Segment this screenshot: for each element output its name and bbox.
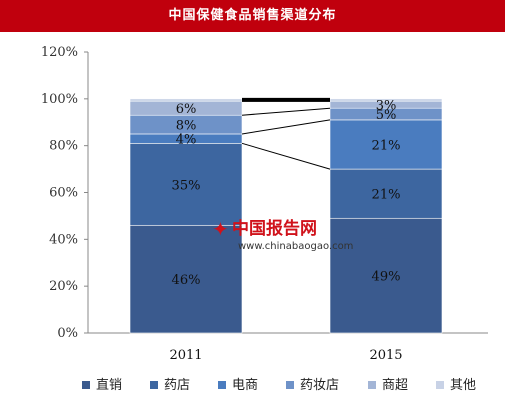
data-label: 35% [172, 178, 201, 193]
watermark-icon: ✦ [212, 217, 229, 241]
watermark-brand: 中国报告网 [232, 218, 317, 239]
x-tick-label: 2015 [369, 348, 402, 363]
bar-segment-2015-电商 [329, 119, 443, 170]
data-label: 6% [176, 102, 197, 117]
legend-label: 直销 [96, 378, 122, 393]
data-label: 3% [376, 99, 397, 114]
bar-segment-2011-直销 [129, 224, 243, 334]
data-label: 5% [376, 108, 397, 123]
legend-swatch-电商 [218, 381, 226, 389]
bar-segment-2011-其他 [129, 98, 243, 102]
legend-swatch-其他 [436, 381, 444, 389]
legend-swatch-药妆店 [286, 381, 294, 389]
legend-swatch-直销 [82, 381, 90, 389]
watermark-url: www.chinabaogao.com [238, 241, 353, 252]
series-connector-line [241, 142, 331, 170]
bar-segment-2015-直销 [329, 217, 443, 334]
legend-label: 药妆店 [300, 378, 339, 393]
y-tick-label: 40% [49, 232, 78, 247]
legend-label: 药店 [164, 378, 190, 393]
data-label: 49% [372, 270, 401, 285]
y-tick-label: 120% [41, 45, 78, 60]
legend-label: 电商 [232, 378, 258, 393]
legend-swatch-商超 [368, 381, 376, 389]
y-tick-label: 20% [49, 279, 78, 294]
legend-label: 商超 [382, 378, 408, 393]
data-label: 8% [176, 119, 197, 134]
legend-swatch-药店 [150, 381, 158, 389]
series-connector-line [241, 107, 331, 116]
legend-label: 其他 [450, 378, 476, 393]
y-tick-label: 80% [49, 139, 78, 154]
watermark: ✦ 中国报告网 www.chinabaogao.com [212, 217, 353, 252]
chart-title: 中国保健食品销售渠道分布 [0, 0, 505, 32]
y-tick-label: 100% [41, 92, 78, 107]
x-tick-label: 2011 [169, 348, 202, 363]
data-label: 4% [176, 133, 197, 148]
series-connector-line [241, 119, 331, 135]
data-label: 46% [172, 273, 201, 288]
y-tick-label: 0% [57, 326, 78, 341]
y-tick-label: 60% [49, 186, 78, 201]
bar-segment-2015-药店 [329, 168, 443, 219]
data-label: 21% [372, 188, 401, 203]
data-label: 21% [372, 138, 401, 153]
